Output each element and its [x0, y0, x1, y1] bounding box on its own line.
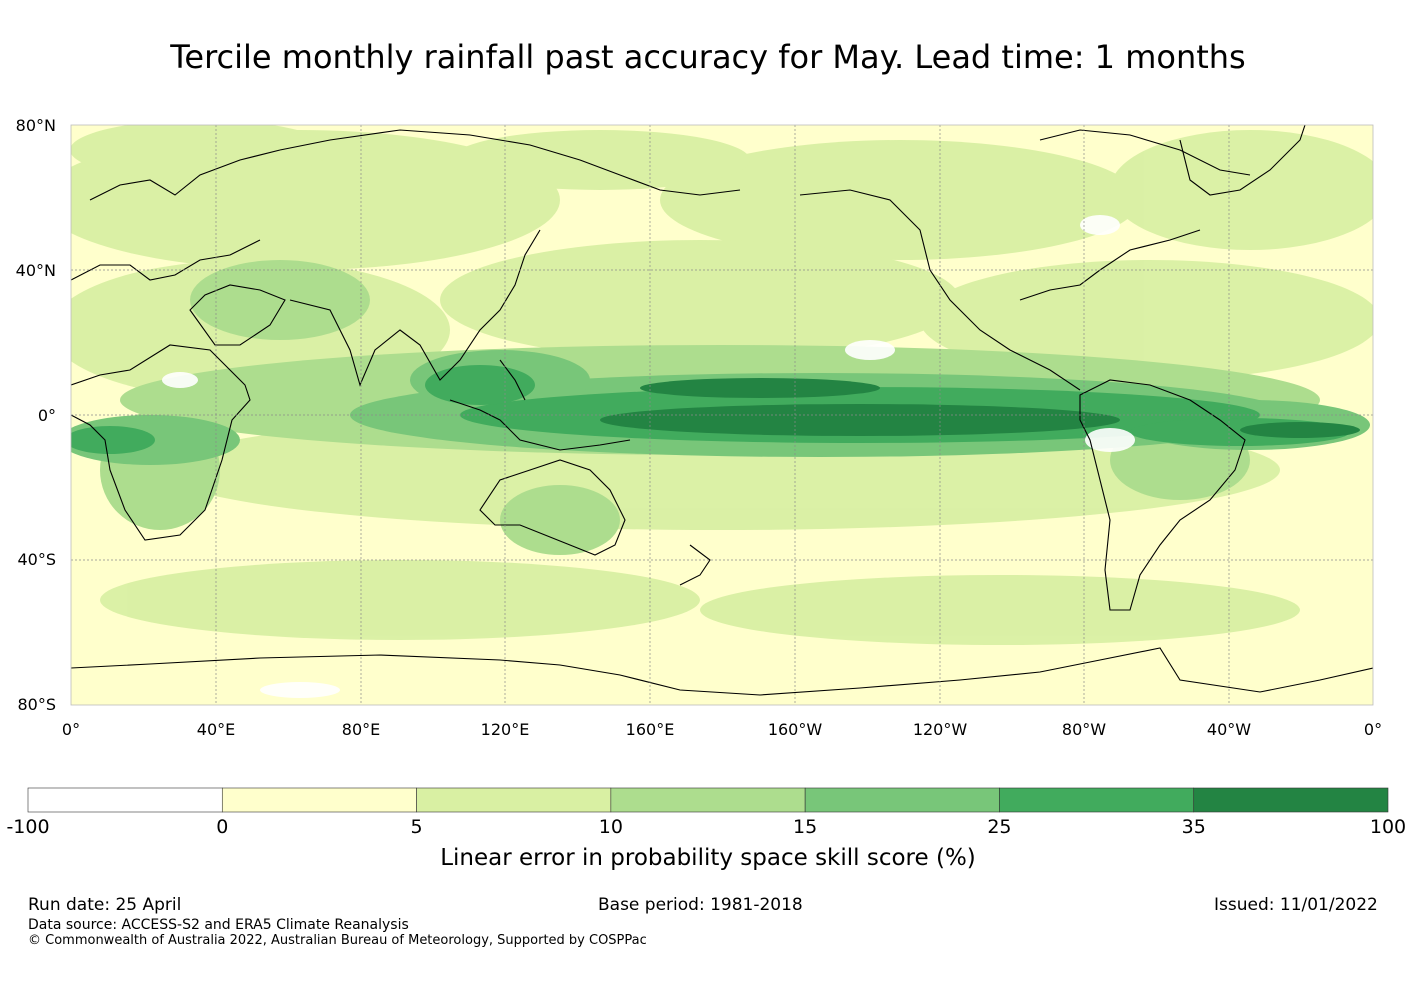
- colorbar-tick-label: -100: [6, 816, 50, 838]
- colorbar-tick-label: 0: [216, 816, 229, 838]
- colorbar-label: Linear error in probability space skill …: [440, 845, 976, 871]
- data-source: Data source: ACCESS-S2 and ERA5 Climate …: [28, 917, 409, 933]
- graticule: [71, 125, 1373, 705]
- lon-label-40w: 40°W: [1206, 720, 1252, 739]
- colorbar-swatch: [610, 787, 806, 813]
- lat-label-80n: 80°N: [15, 116, 56, 135]
- lat-label-0: 0°: [37, 406, 56, 425]
- lon-label-160w: 160°W: [767, 720, 823, 739]
- colorbar-swatch: [1193, 787, 1389, 813]
- colorbar-tick-label: 15: [793, 816, 818, 838]
- colorbar-swatch: [999, 787, 1195, 813]
- map-frame: [70, 124, 1374, 706]
- colorbar-swatch: [27, 787, 223, 813]
- colorbar-tick-label: 5: [410, 816, 423, 838]
- lon-label-120e: 120°E: [480, 720, 530, 739]
- colorbar-tick-label: 25: [987, 816, 1012, 838]
- colorbar-swatch: [804, 787, 1000, 813]
- coastlines: [71, 125, 1373, 696]
- lon-label-40e: 40°E: [196, 720, 236, 739]
- lon-label-160e: 160°E: [625, 720, 675, 739]
- skill-field: [71, 125, 1373, 705]
- base-period: Base period: 1981-2018: [598, 895, 803, 915]
- lat-label-80s: 80°S: [17, 695, 56, 714]
- lon-label-120w: 120°W: [912, 720, 968, 739]
- colorbar-swatch: [221, 787, 417, 813]
- lon-label-80w: 80°W: [1061, 720, 1107, 739]
- lon-label-80e: 80°E: [341, 720, 381, 739]
- colorbar: [27, 787, 1389, 813]
- issued-date: Issued: 11/01/2022: [1214, 895, 1378, 915]
- map-title: Tercile monthly rainfall past accuracy f…: [170, 38, 1246, 76]
- run-date: Run date: 25 April: [28, 895, 182, 915]
- copyright: © Commonwealth of Australia 2022, Austra…: [28, 933, 647, 948]
- colorbar-tick-label: 35: [1181, 816, 1206, 838]
- colorbar-swatch: [416, 787, 612, 813]
- lat-label-40n: 40°N: [15, 261, 56, 280]
- lon-label-0: 0°: [61, 720, 81, 739]
- lon-label-0-east: 0°: [1363, 720, 1383, 739]
- colorbar-tick-label: 100: [1369, 816, 1407, 838]
- colorbar-tick-label: 10: [598, 816, 623, 838]
- lat-label-40s: 40°S: [17, 550, 56, 569]
